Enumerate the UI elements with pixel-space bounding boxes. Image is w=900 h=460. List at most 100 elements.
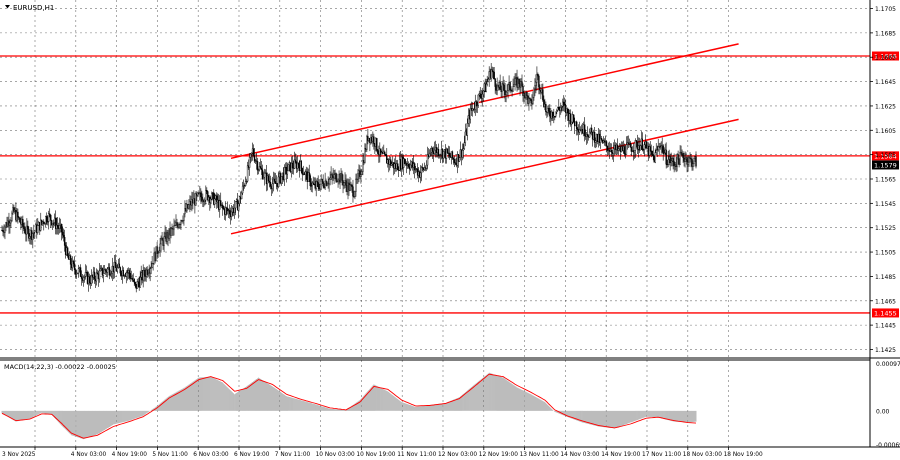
candle-body	[555, 111, 557, 117]
candle-body	[673, 161, 675, 167]
level-price-badge	[872, 51, 899, 61]
candle-body	[257, 169, 260, 171]
candle-body	[329, 177, 331, 180]
candle-body	[310, 185, 312, 187]
candle-body	[109, 274, 112, 276]
candle-body	[583, 124, 586, 136]
candle-body	[99, 268, 102, 272]
candle-body	[176, 222, 178, 226]
candle-body	[491, 69, 493, 72]
candle-body	[476, 105, 478, 107]
candle-body	[692, 163, 694, 167]
candle-body	[494, 78, 496, 87]
candle-body	[60, 223, 63, 233]
candle-body	[513, 84, 515, 87]
candle-body	[535, 82, 537, 86]
candle-body	[95, 272, 98, 282]
candle-body	[509, 82, 511, 91]
candle-body	[360, 174, 362, 177]
candle-body	[160, 237, 162, 245]
time-tick-label: 14 Nov 03:00	[560, 452, 599, 458]
macd-tick-label: 0.00097	[876, 361, 900, 368]
time-tick-label: 4 Nov 03:00	[71, 452, 107, 458]
candle-body	[654, 152, 656, 163]
candle-body	[147, 273, 149, 275]
candle-body	[677, 154, 679, 160]
candle-body	[255, 160, 258, 162]
candle-body	[23, 226, 25, 229]
candle-body	[558, 106, 560, 110]
price-tick-label: 1.1625	[875, 103, 896, 110]
candle-body	[294, 159, 297, 162]
time-tick-label: 18 Nov 03:00	[683, 452, 722, 458]
price-tick-label: 1.1565	[875, 177, 896, 184]
candle-body	[437, 148, 440, 156]
candle-body	[207, 191, 209, 201]
time-tick-label: 17 Nov 11:00	[642, 452, 681, 458]
candle-body	[676, 154, 678, 167]
candle-body	[355, 178, 357, 192]
candle-body	[590, 127, 593, 133]
level-price-badge	[872, 308, 899, 318]
candle-body	[170, 228, 172, 236]
time-tick-label: 3 Nov 2025	[2, 452, 36, 458]
candle-body	[118, 263, 121, 268]
candle-body	[240, 192, 243, 200]
candle-body	[161, 237, 163, 241]
candle-body	[101, 267, 104, 276]
candle-body	[458, 157, 461, 162]
candle-body	[679, 151, 681, 165]
price-tick-label: 1.1485	[875, 274, 896, 281]
candle-body	[319, 183, 321, 190]
candle-body	[110, 273, 113, 276]
candle-body	[61, 231, 64, 236]
candle-body	[104, 269, 107, 271]
chevron-down-icon[interactable]	[5, 5, 10, 9]
macd-signal	[1, 373, 697, 439]
candle-body	[182, 220, 184, 222]
symbol-header[interactable]: EURUSD,H1	[5, 4, 54, 12]
candle-body	[142, 270, 144, 281]
candle-body	[325, 180, 327, 186]
candle-body	[249, 153, 252, 158]
candle-body	[307, 172, 309, 182]
candle-body	[9, 222, 11, 226]
time-tick-label: 6 Nov 19:00	[234, 452, 270, 458]
candle-body	[490, 69, 492, 79]
candle-body	[485, 83, 487, 93]
candle-body	[40, 219, 42, 231]
candle-body	[327, 183, 329, 185]
candle-body	[532, 96, 534, 104]
candle-body	[173, 225, 175, 230]
candle-body	[108, 267, 111, 276]
candle-body	[246, 165, 249, 182]
channel-line-upper	[230, 43, 739, 160]
candle-body	[445, 148, 448, 159]
candle-body	[326, 183, 328, 186]
candle-body	[102, 273, 105, 276]
candle-body	[126, 272, 128, 274]
macd-histogram	[1, 372, 697, 440]
candle-body	[606, 145, 609, 151]
candle-body	[377, 150, 379, 154]
candle-body	[50, 214, 52, 221]
candle-body	[26, 225, 28, 235]
candle-body	[262, 177, 265, 179]
candle-body	[538, 75, 540, 88]
candle-body	[201, 196, 203, 202]
candle-body	[291, 162, 294, 168]
candle-body	[505, 91, 507, 95]
candle-body	[300, 161, 302, 169]
candle-body	[428, 153, 431, 157]
candle-body	[136, 281, 138, 289]
candle-body	[657, 146, 659, 151]
candle-body	[487, 78, 489, 82]
candle-body	[462, 148, 465, 151]
candle-body	[526, 92, 528, 97]
candle-body	[506, 90, 508, 93]
candle-body	[429, 152, 432, 154]
time-tick-label: 12 Nov 19:00	[479, 452, 518, 458]
time-tick-label: 12 Nov 03:00	[438, 452, 477, 458]
price-tick-label: 1.1465	[875, 298, 896, 305]
